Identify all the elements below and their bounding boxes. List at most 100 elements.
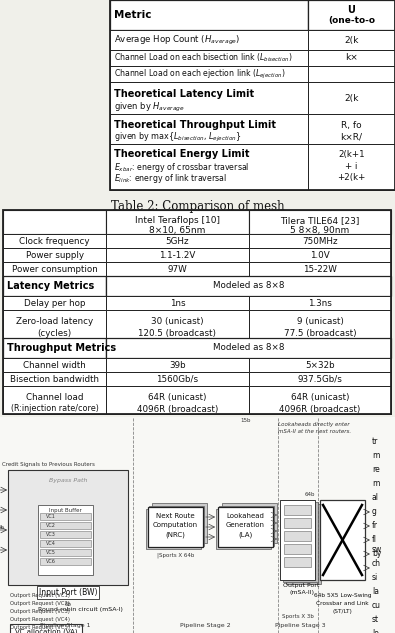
Bar [110,114,308,144]
Bar [3,262,106,276]
Bar [308,114,395,144]
Text: 15-22W: 15-22W [303,265,337,273]
Text: by: by [372,549,382,558]
Bar [40,549,91,556]
Text: Input Port (BW): Input Port (BW) [39,588,97,597]
Bar [110,50,308,66]
Bar [3,248,106,262]
Text: st: st [372,615,379,624]
Text: Output Port: Output Port [283,583,320,588]
Text: cu: cu [372,601,381,610]
Text: (one-to-o: (one-to-o [328,16,375,25]
Text: 1.3ns: 1.3ns [308,299,332,308]
Text: 64R (unicast): 64R (unicast) [148,393,207,402]
Bar [3,338,106,358]
Text: Average Hop Count ($H_{average}$): Average Hop Count ($H_{average}$) [114,34,241,47]
Text: VC3: VC3 [46,532,56,537]
Text: U: U [348,5,356,15]
Text: Intel Teraflops [10]: Intel Teraflops [10] [135,216,220,225]
Text: 64R (unicast): 64R (unicast) [291,393,349,402]
Bar [308,0,395,30]
Text: Channel Load on each bisection link ($L_{bisection}$): Channel Load on each bisection link ($L_… [114,52,293,65]
Text: tr: tr [372,437,378,446]
Text: Latency Metrics: Latency Metrics [7,281,94,291]
Bar [110,0,395,190]
Text: 2(k: 2(k [344,35,359,44]
Text: Outport Request (VC2): Outport Request (VC2) [10,601,70,606]
Text: sw: sw [372,545,382,554]
Text: 1560Gb/s: 1560Gb/s [156,375,199,384]
Text: 120.5 (broadcast): 120.5 (broadcast) [139,329,216,338]
Bar [3,296,106,310]
Text: (mSA-II): (mSA-II) [289,590,314,595]
Text: VC4: VC4 [46,541,56,546]
Bar [249,386,391,414]
Bar [110,30,308,50]
Bar [284,518,311,528]
Bar [40,522,91,529]
Text: m: m [372,451,379,460]
Bar [222,503,277,543]
Bar [249,262,391,276]
Text: 5GHz: 5GHz [166,237,189,246]
Text: (NRC): (NRC) [166,531,185,537]
Bar [3,210,391,414]
Bar [106,210,249,234]
Bar [0,417,395,633]
Text: 9 (unicast): 9 (unicast) [297,317,343,326]
Text: Outport Request (VC1): Outport Request (VC1) [10,593,70,598]
Text: Credit Signals to Previous Routers: Credit Signals to Previous Routers [2,462,95,467]
Bar [225,500,280,540]
Text: 1.1-1.2V: 1.1-1.2V [159,251,196,260]
Text: Generation: Generation [226,522,265,528]
Text: 937.5Gb/s: 937.5Gb/s [297,375,342,384]
Text: (R:injection rate/core): (R:injection rate/core) [11,404,98,413]
Text: Delay per hop: Delay per hop [24,299,85,308]
Bar [286,504,321,584]
Bar [106,310,249,338]
Bar [40,540,91,547]
Text: la: la [372,587,379,596]
Bar [216,509,271,549]
Text: 64b 5X5 Low-Swing: 64b 5X5 Low-Swing [314,593,371,598]
Text: Theoretical Latency Limit: Theoretical Latency Limit [114,89,254,99]
Text: 5b: 5b [0,525,5,530]
Text: fr: fr [372,521,378,530]
Text: 750MHz: 750MHz [302,237,338,246]
Bar [40,558,91,565]
Bar [284,505,311,515]
Bar [218,507,273,547]
Bar [110,82,308,114]
Text: 4096R (broadcast): 4096R (broadcast) [279,405,361,414]
Text: g: g [372,507,377,516]
Text: Power supply: Power supply [26,251,83,260]
Text: Outport Request (VC3): Outport Request (VC3) [10,609,70,614]
Bar [3,276,106,296]
Text: 5b: 5b [64,603,71,608]
Text: Metric: Metric [114,10,152,20]
Text: 5×32b: 5×32b [305,361,335,370]
Bar [219,506,274,546]
Text: Theoretical Throughput Limit: Theoretical Throughput Limit [114,120,276,130]
Text: 64b: 64b [305,492,315,497]
Bar [249,234,391,248]
Bar [249,210,391,234]
Text: (LA): (LA) [238,531,253,537]
Bar [249,310,391,338]
Text: Computation: Computation [153,522,198,528]
Text: Lookahead: Lookahead [227,513,264,519]
Text: 2(k: 2(k [344,94,359,103]
Bar [3,210,106,234]
Bar [280,500,315,580]
Bar [110,0,308,30]
Text: VC allocation (VA): VC allocation (VA) [15,629,77,633]
Text: 2(k+1: 2(k+1 [338,150,365,159]
Text: lo: lo [372,629,379,633]
Text: VC2: VC2 [46,523,56,528]
Bar [38,505,93,575]
Bar [249,372,391,386]
Text: VC6: VC6 [46,559,56,564]
Text: 4096R (broadcast): 4096R (broadcast) [137,405,218,414]
Text: Outport Request (VC4): Outport Request (VC4) [10,617,70,622]
Text: 1.0V: 1.0V [310,251,330,260]
